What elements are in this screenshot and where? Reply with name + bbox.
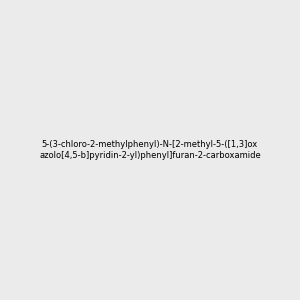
Text: 5-(3-chloro-2-methylphenyl)-N-[2-methyl-5-([1,3]ox
azolo[4,5-b]pyridin-2-yl)phen: 5-(3-chloro-2-methylphenyl)-N-[2-methyl-… (39, 140, 261, 160)
